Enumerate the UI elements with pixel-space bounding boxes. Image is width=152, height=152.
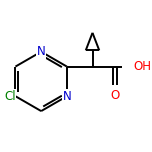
Text: N: N (37, 45, 46, 58)
Text: OH: OH (134, 60, 152, 73)
Text: O: O (110, 90, 119, 102)
Text: N: N (62, 90, 71, 103)
Text: Cl: Cl (4, 90, 16, 103)
